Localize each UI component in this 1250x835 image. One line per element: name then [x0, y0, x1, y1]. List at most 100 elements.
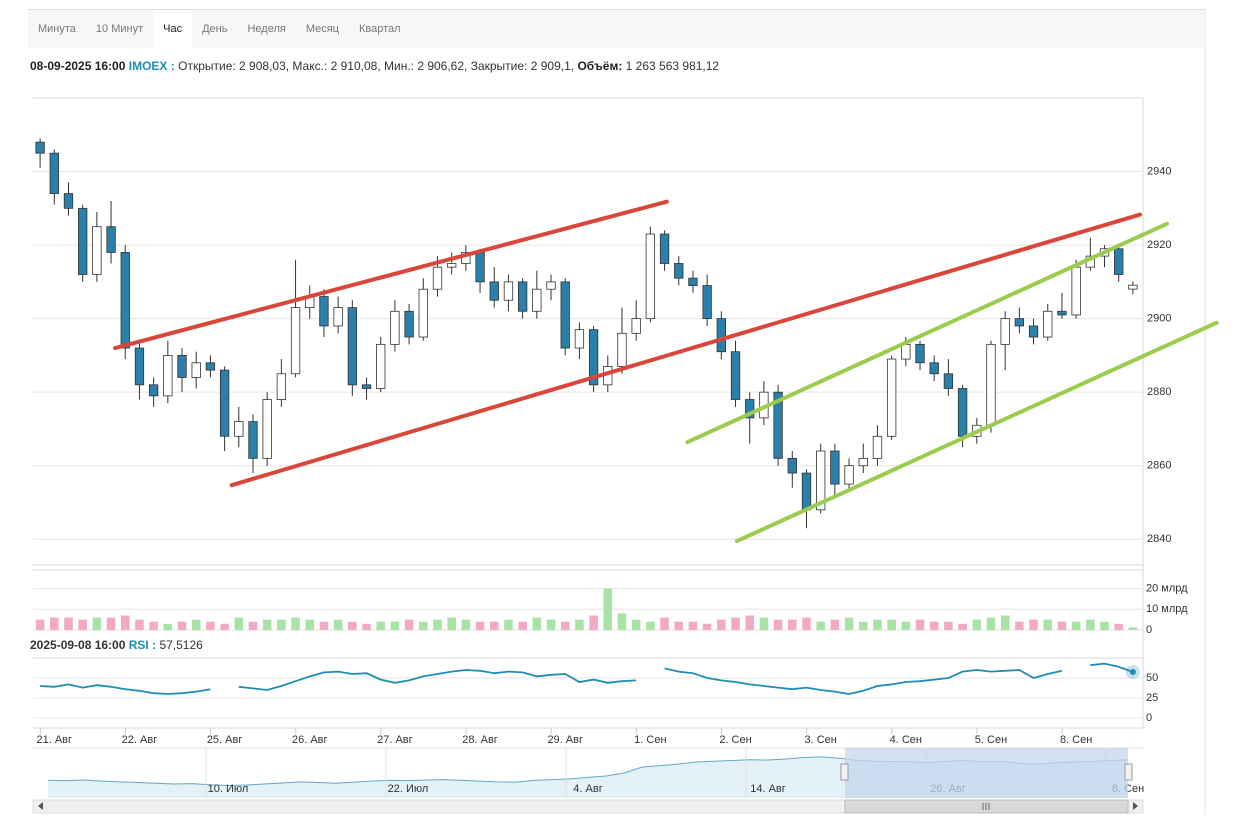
volume-bar [333, 619, 343, 630]
tab[interactable]: 10 Минут [95, 23, 144, 35]
candle-body [659, 233, 670, 264]
y-tick-label: 2840 [1147, 533, 1171, 545]
tab[interactable]: Неделя [247, 23, 286, 35]
candle-body [929, 362, 939, 375]
volume-bar [447, 617, 456, 630]
volume-bar [206, 621, 215, 630]
candle-body [361, 384, 372, 389]
volume-bar [248, 621, 258, 630]
x-tick-label: 29. Авг [547, 734, 583, 746]
candle-body [1000, 318, 1010, 345]
candle-body [986, 343, 996, 426]
y-tick-label: 2900 [1147, 313, 1171, 325]
volume-bar [120, 615, 130, 630]
volume-bar [717, 619, 726, 630]
rsi-value: 57,5126 [159, 638, 203, 652]
candle-body [177, 355, 187, 378]
volume-bar [802, 617, 811, 630]
scroll-right-arrow[interactable] [1133, 802, 1138, 810]
volume-bar [461, 619, 471, 630]
candle-body [1028, 325, 1039, 338]
tab[interactable]: День [202, 23, 228, 35]
volume-bar [262, 619, 272, 630]
rsi-last-point [1129, 668, 1136, 675]
volume-bar [348, 621, 357, 630]
trend-line [113, 199, 669, 351]
candle-body [1057, 310, 1067, 316]
volume-bar [532, 617, 542, 630]
x-tick-label: 3. Сен [804, 734, 836, 746]
rsi-name: RSI : [128, 638, 157, 652]
navigator-handle[interactable] [1124, 763, 1133, 781]
info-line: 08-09-2025 16:00 IMOEX : Открытие: 2 908… [30, 59, 719, 73]
info-volume-value: 1 263 563 981,12 [625, 59, 720, 73]
volume-bar [560, 621, 570, 630]
y-tick-label: 2860 [1147, 460, 1171, 472]
candle-body [120, 252, 130, 349]
volume-bar [1000, 615, 1010, 630]
candle-body [532, 288, 542, 312]
tab[interactable]: Минута [38, 23, 76, 35]
candle-body [347, 307, 357, 386]
candle-body [163, 355, 173, 397]
y-tick-label: 25 [1146, 692, 1158, 704]
candle-body [787, 457, 797, 474]
candle-body [1128, 284, 1138, 290]
candle-body [844, 465, 854, 485]
candle-body [191, 362, 201, 378]
volume-bar [915, 619, 925, 630]
volume-bar [277, 619, 286, 630]
y-tick-label: 0 [1146, 712, 1152, 724]
x-tick-label: 1. Сен [634, 734, 666, 746]
candle-body [234, 421, 244, 437]
volume-bar [688, 621, 698, 630]
volume-bar [858, 621, 868, 630]
candle-body [560, 281, 570, 349]
candle-body [1071, 266, 1081, 316]
tab[interactable]: Час [153, 10, 193, 48]
volume-bar [1015, 621, 1024, 630]
tab[interactable]: Месяц [305, 23, 340, 35]
volume-bar [759, 617, 769, 630]
volume-bar [135, 619, 144, 630]
candle-body [886, 358, 897, 437]
candle-body [872, 435, 883, 459]
candle-body [290, 307, 301, 375]
scroll-left-arrow[interactable] [38, 802, 43, 810]
candle-body [390, 310, 400, 345]
volume-bar [546, 619, 556, 630]
volume-bar [589, 615, 598, 630]
volume-bar [660, 617, 669, 630]
x-tick-label: 22. Авг [122, 734, 158, 746]
candle-body [475, 252, 485, 283]
navigator-handle[interactable] [840, 763, 849, 781]
navigator-label: 14. Авг [750, 783, 786, 795]
volume-bar [958, 623, 967, 630]
candle-body [674, 263, 684, 279]
volume-bar [191, 619, 201, 630]
volume-bar [944, 621, 953, 630]
volume-bar [504, 619, 513, 630]
volume-bar [603, 588, 613, 630]
volume-bar [773, 619, 783, 630]
candle-body [688, 277, 698, 286]
x-tick-label: 28. Авг [462, 734, 498, 746]
volume-bar [844, 617, 854, 630]
candle-body [1014, 318, 1025, 327]
volume-bar [1086, 619, 1095, 630]
candle-body [503, 281, 514, 301]
candle-body [1114, 248, 1124, 275]
x-tick-label: 25. Авг [207, 734, 243, 746]
candle-body [447, 263, 457, 268]
candle-body [78, 207, 88, 275]
candle-body [915, 343, 925, 364]
navigator-selection[interactable] [845, 748, 1128, 798]
candle-body [205, 362, 216, 371]
volume-bar [419, 621, 428, 630]
tab[interactable]: Квартал [359, 23, 401, 35]
y-tick-label: 20 млрд [1146, 583, 1188, 595]
volume-bar [149, 621, 158, 630]
info-details: Открытие: 2 908,03, Макс.: 2 910,08, Мин… [178, 59, 575, 73]
volume-bar [745, 615, 754, 630]
volume-bar [433, 619, 442, 630]
